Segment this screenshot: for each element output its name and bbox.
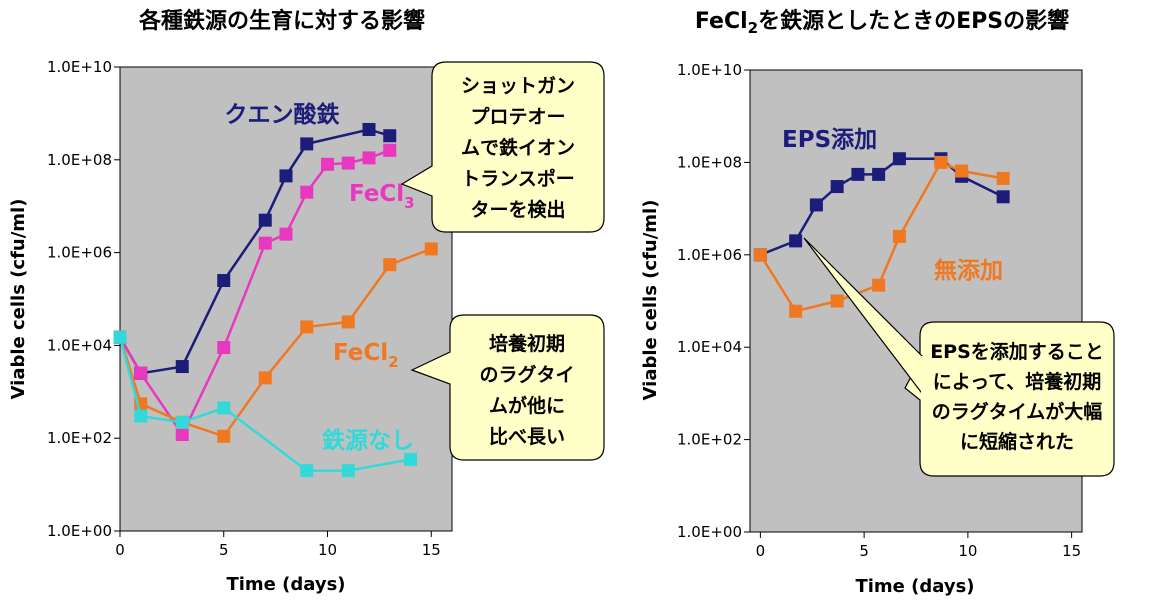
series-2-point bbox=[300, 320, 314, 334]
x-tick-label: 5 bbox=[859, 542, 869, 560]
series-1-point bbox=[753, 248, 767, 262]
series-0-point bbox=[851, 167, 865, 181]
series-1-point bbox=[300, 185, 314, 199]
x-tick-label: 10 bbox=[958, 542, 977, 560]
series-0-point bbox=[362, 122, 376, 136]
chart2-xlabel: Time (days) bbox=[855, 576, 974, 597]
y-tick-label: 1.0E+08 bbox=[47, 151, 112, 169]
series-0-point bbox=[175, 360, 189, 374]
y-tick-label: 1.0E+10 bbox=[47, 58, 112, 76]
series-2-point bbox=[217, 429, 231, 443]
y-tick-label: 1.0E+06 bbox=[677, 246, 742, 264]
chart2-label-eps: EPS添加 bbox=[782, 127, 877, 153]
series-0-point bbox=[300, 137, 314, 151]
x-tick-label: 15 bbox=[422, 541, 441, 559]
series-0-point bbox=[217, 274, 231, 288]
series-0-point bbox=[789, 234, 803, 248]
callout-line: EPSを添加すること bbox=[930, 340, 1104, 363]
series-3-point bbox=[300, 464, 314, 478]
series-0-point bbox=[996, 190, 1010, 204]
series-3-point bbox=[217, 401, 231, 415]
y-tick-label: 1.0E+04 bbox=[47, 336, 112, 354]
series-1-point bbox=[872, 278, 886, 292]
series-0-point bbox=[258, 213, 272, 227]
series-0-point bbox=[809, 198, 823, 212]
callout-line: ムで鉄イオン bbox=[461, 136, 575, 159]
series-1-point bbox=[217, 341, 231, 355]
chart1-label-citrate: クエン酸鉄 bbox=[225, 101, 340, 128]
series-1-point bbox=[258, 236, 272, 250]
series-1-point bbox=[830, 294, 844, 308]
series-2-point bbox=[424, 242, 438, 256]
series-1-point bbox=[362, 151, 376, 165]
x-tick-label: 5 bbox=[219, 541, 229, 559]
chart1-title: 各種鉄源の生育に対する影響 bbox=[138, 8, 425, 34]
chart1-callout-proteome bbox=[400, 61, 605, 233]
series-3-point bbox=[175, 415, 189, 429]
chart1-callout-lag bbox=[410, 314, 605, 461]
series-1-point bbox=[996, 171, 1010, 185]
callout-line: プロテオー bbox=[470, 105, 565, 128]
chart2-label-none: 無添加 bbox=[934, 258, 1003, 284]
x-tick-label: 0 bbox=[756, 542, 766, 560]
series-1-point bbox=[134, 366, 148, 380]
series-3-point bbox=[113, 330, 127, 344]
series-1-point bbox=[789, 304, 803, 318]
callout-line: のラグタイ bbox=[479, 363, 574, 386]
chart1-label-fecl2: FeCl2 bbox=[333, 340, 399, 371]
series-1-point bbox=[892, 229, 906, 243]
series-2-point bbox=[341, 315, 355, 329]
chart1-label-fecl3: FeCl3 bbox=[349, 181, 415, 212]
y-tick-label: 1.0E+08 bbox=[677, 153, 742, 171]
series-1-point bbox=[321, 157, 334, 171]
series-0-point bbox=[872, 167, 886, 181]
y-tick-label: 1.0E+02 bbox=[47, 429, 112, 447]
series-0-point bbox=[830, 180, 844, 194]
chart1-ylabel: Viable cells (cfu/ml) bbox=[8, 199, 29, 400]
chart2-title: FeCl2を鉄源としたときのEPSの影響 bbox=[695, 8, 1069, 37]
series-3-point bbox=[341, 464, 355, 478]
series-1-point bbox=[955, 164, 969, 178]
y-tick-label: 1.0E+06 bbox=[47, 244, 112, 262]
callout-line: トランスポー bbox=[461, 167, 575, 190]
series-0-point bbox=[383, 129, 397, 143]
chart1-label-none: 鉄源なし bbox=[322, 427, 414, 454]
series-3-point bbox=[134, 409, 148, 423]
y-tick-label: 1.0E+02 bbox=[677, 431, 742, 449]
chart2-callout-seam bbox=[921, 356, 927, 400]
callout-line: に短縮された bbox=[960, 430, 1074, 453]
callout-line: 比べ長い bbox=[489, 426, 565, 448]
callout-line: によって、培養初期 bbox=[933, 370, 1102, 393]
series-1-point bbox=[934, 155, 948, 169]
series-3-point bbox=[404, 452, 417, 466]
series-1-point bbox=[279, 227, 293, 241]
series-0-point bbox=[279, 169, 293, 183]
y-tick-label: 1.0E+00 bbox=[677, 523, 742, 541]
series-2-point bbox=[258, 371, 272, 385]
x-tick-label: 10 bbox=[318, 541, 337, 559]
series-2-point bbox=[383, 258, 397, 272]
callout-line: ショットガン bbox=[461, 75, 575, 97]
callout-line: ターを検出 bbox=[470, 198, 565, 221]
series-0-point bbox=[892, 152, 906, 166]
x-tick-label: 15 bbox=[1062, 542, 1081, 560]
callout-line: 培養初期 bbox=[489, 332, 565, 355]
series-1-point bbox=[175, 428, 189, 442]
callout-line: のラグタイムが大幅 bbox=[932, 400, 1103, 423]
chart2-ylabel: Viable cells (cfu/ml) bbox=[640, 200, 661, 401]
chart1-xlabel: Time (days) bbox=[226, 574, 345, 595]
y-tick-label: 1.0E+04 bbox=[677, 338, 742, 356]
callout-line: ムが他に bbox=[489, 394, 565, 417]
series-1-point bbox=[383, 143, 397, 157]
y-tick-label: 1.0E+00 bbox=[47, 522, 112, 540]
chart2-callout-eps bbox=[904, 321, 1115, 477]
y-tick-label: 1.0E+10 bbox=[677, 61, 742, 79]
x-tick-label: 0 bbox=[115, 541, 125, 559]
series-1-point bbox=[341, 156, 355, 170]
